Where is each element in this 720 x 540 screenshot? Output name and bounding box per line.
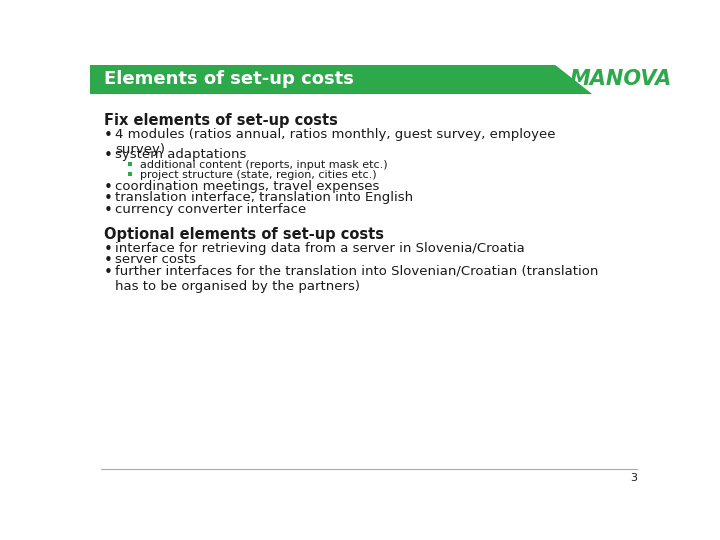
Text: 4 modules (ratios annual, ratios monthly, guest survey, employee
survey): 4 modules (ratios annual, ratios monthly… [114,128,555,156]
Text: coordination meetings, travel expenses: coordination meetings, travel expenses [114,179,379,193]
Text: interface for retrieving data from a server in Slovenia/Croatia: interface for retrieving data from a ser… [114,242,525,255]
Text: Optional elements of set-up costs: Optional elements of set-up costs [104,226,384,241]
Text: Elements of set-up costs: Elements of set-up costs [104,70,354,89]
Text: Fix elements of set-up costs: Fix elements of set-up costs [104,112,338,127]
Text: •: • [104,191,113,206]
Text: •: • [104,242,113,257]
Text: •: • [104,179,113,194]
Text: server costs: server costs [114,253,196,266]
Bar [90,65,648,94]
Text: further interfaces for the translation into Slovenian/Croatian (translation
has : further interfaces for the translation i… [114,265,598,293]
Bar [128,172,132,176]
Text: •: • [104,253,113,268]
Text: •: • [104,128,113,143]
Text: project structure (state, region, cities etc.): project structure (state, region, cities… [140,170,377,179]
Bar [128,162,132,166]
Text: translation interface, translation into English: translation interface, translation into … [114,191,413,204]
Text: •: • [104,202,113,218]
Polygon shape [90,65,593,94]
Text: additional content (reports, input mask etc.): additional content (reports, input mask … [140,159,388,170]
Text: 3: 3 [630,473,637,483]
Text: •: • [104,265,113,280]
Text: currency converter interface: currency converter interface [114,202,306,215]
Text: •: • [104,148,113,163]
Text: system adaptations: system adaptations [114,148,246,161]
Text: MANOVA: MANOVA [570,70,672,90]
